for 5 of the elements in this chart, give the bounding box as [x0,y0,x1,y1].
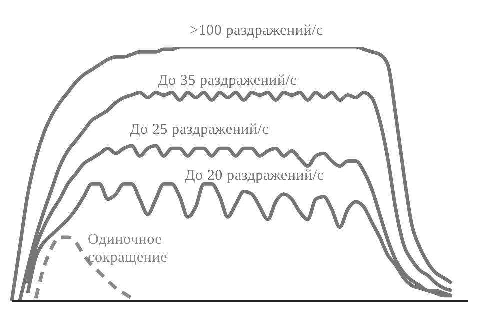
series-label: До 35 раздражений/с [158,72,298,90]
series-label: >100 раздражений/с [190,22,324,40]
series-label: До 20 раздражений/с [185,167,324,185]
series-label: Одиночное сокращение [88,231,168,267]
series-label: До 25 раздражений/с [130,121,270,139]
